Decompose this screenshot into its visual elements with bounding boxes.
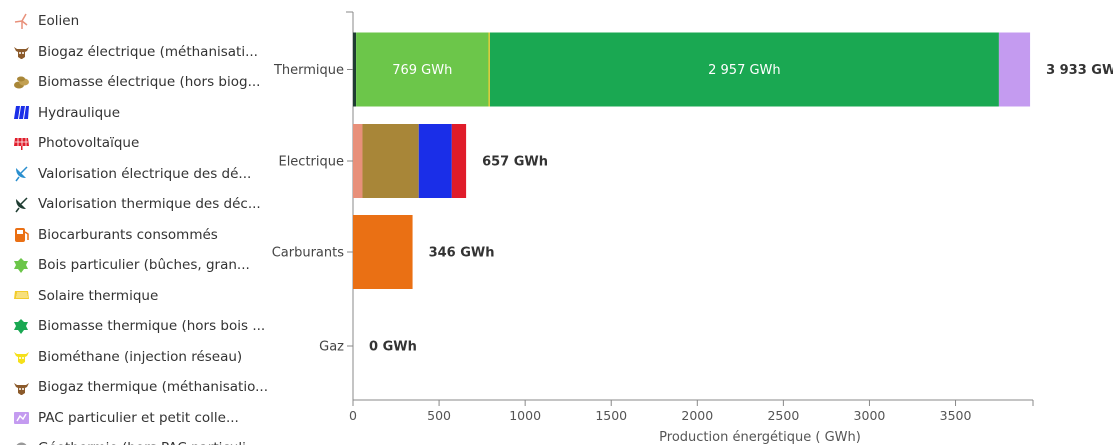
legend-label: Bois particulier (bûches, gran... bbox=[38, 257, 250, 273]
legend-item[interactable]: Solaire thermique bbox=[13, 285, 158, 307]
x-tick-label: 1500 bbox=[595, 408, 627, 423]
cow-icon bbox=[13, 43, 30, 60]
legend-label: Biométhane (injection réseau) bbox=[38, 348, 243, 365]
total-value-label: 657 GWh bbox=[482, 155, 548, 170]
legend-label: Géothermie (hors PAC particuli... bbox=[38, 440, 259, 445]
x-tick-label: 3000 bbox=[854, 408, 886, 423]
x-tick-label: 1000 bbox=[509, 408, 541, 423]
category-label: Thermique bbox=[273, 63, 344, 78]
legend-label: Hydraulique bbox=[38, 104, 121, 121]
leaf-icon bbox=[13, 318, 30, 335]
legend-item[interactable]: Biométhane (injection réseau) bbox=[13, 346, 242, 368]
legend-item[interactable]: Hydraulique bbox=[13, 102, 120, 124]
legend-item[interactable]: Eolien bbox=[13, 10, 79, 32]
x-tick-label: 0 bbox=[349, 408, 357, 423]
cow-icon bbox=[13, 379, 30, 396]
solar-panel-icon bbox=[13, 135, 30, 152]
legend-label: Biomasse thermique (hors bois ... bbox=[38, 318, 266, 334]
category-label: Electrique bbox=[278, 155, 344, 170]
legend-label: Biocarburants consommés bbox=[38, 226, 218, 243]
x-axis-title: Production énergétique ( GWh) bbox=[659, 430, 861, 445]
legend-item[interactable]: PAC particulier et petit colle... bbox=[13, 407, 239, 429]
bar-segment bbox=[998, 32, 1031, 107]
bar-segment bbox=[488, 32, 490, 107]
total-value-label: 3 933 GWh bbox=[1046, 63, 1113, 78]
legend-item[interactable]: Valorisation électrique des dé... bbox=[13, 163, 251, 185]
legend-label: PAC particulier et petit colle... bbox=[38, 409, 239, 426]
heat-pump-icon bbox=[13, 409, 30, 426]
bar-segment bbox=[489, 32, 999, 107]
bar-segment bbox=[451, 124, 467, 198]
legend-item[interactable]: Géothermie (hors PAC particuli... bbox=[13, 437, 259, 445]
legend-item[interactable]: Biocarburants consommés bbox=[13, 224, 218, 246]
biomass-icon bbox=[13, 74, 30, 91]
geothermal-icon bbox=[13, 440, 30, 445]
legend-label: Biomasse électrique (hors biog... bbox=[38, 74, 261, 90]
legend-label: Photovoltaïque bbox=[38, 135, 140, 151]
bar-segment bbox=[353, 32, 357, 107]
legend-item[interactable]: Valorisation thermique des déc... bbox=[13, 193, 261, 215]
legend-item[interactable]: Biogaz électrique (méthanisati... bbox=[13, 41, 258, 63]
bar-segment bbox=[362, 124, 419, 198]
bar-segment bbox=[353, 215, 413, 289]
legend-item[interactable]: Biomasse électrique (hors biog... bbox=[13, 71, 260, 93]
dam-icon bbox=[13, 104, 30, 121]
legend-item[interactable]: Biogaz thermique (méthanisatio... bbox=[13, 376, 268, 398]
legend-item[interactable]: Bois particulier (bûches, gran... bbox=[13, 254, 250, 276]
legend-label: Eolien bbox=[38, 13, 80, 29]
category-label: Carburants bbox=[272, 246, 345, 261]
x-tick-label: 500 bbox=[427, 408, 451, 423]
leaf-icon bbox=[13, 257, 30, 274]
bar-segment-label: 769 GWh bbox=[392, 63, 452, 78]
bar-segment-label: 2 957 GWh bbox=[708, 63, 781, 78]
satellite-dish-icon bbox=[13, 165, 30, 182]
bar-segment bbox=[418, 124, 452, 198]
satellite-dish-icon bbox=[13, 196, 30, 213]
x-tick-label: 2500 bbox=[767, 408, 799, 423]
total-value-label: 346 GWh bbox=[429, 246, 495, 261]
legend: Eolien Biogaz électrique (méthanisati... B… bbox=[0, 0, 270, 445]
category-label: Gaz bbox=[319, 340, 344, 355]
cow-icon bbox=[13, 348, 30, 365]
fuel-pump-icon bbox=[13, 226, 30, 243]
legend-label: Biogaz thermique (méthanisatio... bbox=[38, 379, 268, 395]
solar-thermal-icon bbox=[13, 287, 30, 304]
bar-segment bbox=[356, 32, 489, 107]
legend-label: Valorisation électrique des dé... bbox=[38, 165, 252, 182]
x-tick-label: 3500 bbox=[940, 408, 972, 423]
bar-segment bbox=[353, 124, 363, 198]
x-tick-label: 2000 bbox=[681, 408, 713, 423]
wind-turbine-icon bbox=[13, 13, 30, 30]
legend-label: Biogaz électrique (méthanisati... bbox=[38, 43, 258, 60]
legend-label: Valorisation thermique des déc... bbox=[38, 196, 261, 212]
legend-item[interactable]: Photovoltaïque bbox=[13, 132, 139, 154]
total-value-label: 0 GWh bbox=[369, 340, 417, 355]
legend-label: Solaire thermique bbox=[38, 287, 159, 304]
legend-item[interactable]: Biomasse thermique (hors bois ... bbox=[13, 315, 265, 337]
